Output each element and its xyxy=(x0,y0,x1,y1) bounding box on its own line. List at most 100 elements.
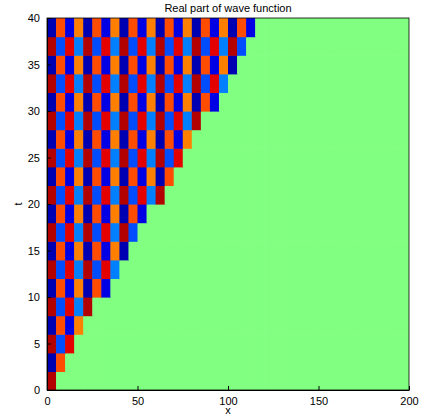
heatmap-cell xyxy=(228,316,238,335)
heatmap-cell xyxy=(264,334,274,353)
heatmap-cell xyxy=(138,74,148,93)
tick-label: 35 xyxy=(28,59,40,71)
heatmap-cell xyxy=(364,204,374,223)
heatmap-cell xyxy=(337,74,347,93)
heatmap-cell xyxy=(147,18,157,37)
heatmap-cell xyxy=(246,37,256,56)
heatmap-cell xyxy=(219,334,229,353)
heatmap-cell xyxy=(228,260,238,279)
heatmap-cell xyxy=(291,74,301,93)
heatmap-cell xyxy=(255,241,265,260)
heatmap-cell xyxy=(201,334,211,353)
tick-mark xyxy=(47,65,51,66)
heatmap-cell xyxy=(382,334,392,353)
heatmap-cell xyxy=(364,130,374,149)
heatmap-cell xyxy=(47,241,57,260)
heatmap-cell xyxy=(56,241,66,260)
heatmap-cell xyxy=(300,353,310,372)
heatmap-cell xyxy=(264,148,274,167)
heatmap-cell xyxy=(382,55,392,74)
heatmap-cell xyxy=(328,278,338,297)
heatmap-cell xyxy=(237,353,247,372)
heatmap-cell xyxy=(391,353,401,372)
heatmap-cell xyxy=(246,297,256,316)
heatmap-cell xyxy=(282,18,292,37)
heatmap-cell xyxy=(373,278,383,297)
heatmap-cell xyxy=(92,204,102,223)
heatmap-cell xyxy=(119,297,129,316)
heatmap-cell xyxy=(119,130,129,149)
heatmap-cell xyxy=(83,55,93,74)
heatmap-cell xyxy=(228,111,238,130)
heatmap-cell xyxy=(364,223,374,242)
heatmap-cell xyxy=(210,185,220,204)
heatmap-cell xyxy=(147,353,157,372)
heatmap-cell xyxy=(119,111,129,130)
heatmap-cell xyxy=(273,130,283,149)
heatmap-cell xyxy=(246,18,256,37)
heatmap-cell xyxy=(56,92,66,111)
heatmap-cell xyxy=(282,297,292,316)
heatmap-cell xyxy=(128,223,138,242)
heatmap-cell xyxy=(219,111,229,130)
heatmap-cell xyxy=(219,167,229,186)
heatmap-cell xyxy=(328,371,338,390)
heatmap-cell xyxy=(201,18,211,37)
heatmap-cell xyxy=(156,18,166,37)
heatmap-cell xyxy=(319,223,329,242)
heatmap-cell xyxy=(183,334,193,353)
heatmap-cell xyxy=(183,204,193,223)
heatmap-cell xyxy=(337,55,347,74)
heatmap-cell xyxy=(156,74,166,93)
heatmap-cell xyxy=(373,223,383,242)
heatmap-cell xyxy=(328,241,338,260)
heatmap-cell xyxy=(110,371,120,390)
heatmap-cell xyxy=(237,167,247,186)
tick-label: 50 xyxy=(132,395,144,407)
heatmap-cell xyxy=(83,111,93,130)
heatmap-cell xyxy=(165,130,175,149)
heatmap-cell xyxy=(237,92,247,111)
heatmap-cell xyxy=(291,334,301,353)
heatmap-cell xyxy=(391,241,401,260)
heatmap-cell xyxy=(373,18,383,37)
heatmap-cell xyxy=(110,297,120,316)
heatmap-cell xyxy=(83,241,93,260)
heatmap-cell xyxy=(291,55,301,74)
heatmap-cell xyxy=(92,185,102,204)
heatmap-cell xyxy=(183,241,193,260)
heatmap-cell xyxy=(291,371,301,390)
heatmap-cell xyxy=(309,111,319,130)
heatmap-cell xyxy=(382,297,392,316)
heatmap-cell xyxy=(174,371,184,390)
heatmap-cell xyxy=(309,167,319,186)
heatmap-cell xyxy=(355,241,365,260)
heatmap-cell xyxy=(47,130,57,149)
heatmap-cell xyxy=(47,278,57,297)
heatmap-cell xyxy=(255,204,265,223)
heatmap-cell xyxy=(74,111,84,130)
heatmap-cell xyxy=(382,204,392,223)
heatmap-cell xyxy=(364,316,374,335)
heatmap-cell xyxy=(237,111,247,130)
heatmap-cell xyxy=(192,316,202,335)
heatmap-cell xyxy=(183,130,193,149)
heatmap-cell xyxy=(174,185,184,204)
heatmap-cell xyxy=(237,223,247,242)
tick: 5 xyxy=(34,338,51,350)
heatmap-cell xyxy=(110,74,120,93)
heatmap-cell xyxy=(291,185,301,204)
heatmap-cell xyxy=(183,223,193,242)
heatmap-cell xyxy=(65,74,75,93)
heatmap-cell xyxy=(201,223,211,242)
heatmap-cell xyxy=(165,185,175,204)
heatmap-cell xyxy=(101,92,111,111)
heatmap-cell xyxy=(328,74,338,93)
x-axis: 050100150200 xyxy=(44,386,418,407)
heatmap-cell xyxy=(74,74,84,93)
heatmap-cell xyxy=(291,223,301,242)
heatmap-cell xyxy=(255,316,265,335)
heatmap-cell xyxy=(282,37,292,56)
heatmap-cell xyxy=(183,55,193,74)
heatmap-cell xyxy=(128,74,138,93)
